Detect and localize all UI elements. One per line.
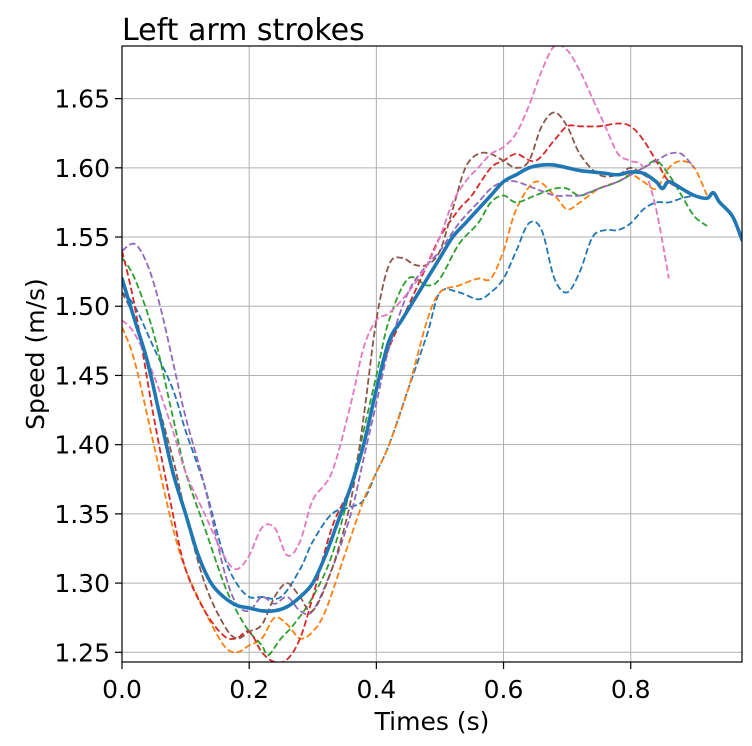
- y-tick-label: 1.40: [54, 431, 110, 460]
- series-line-1: [122, 194, 695, 600]
- y-axis-ticks: 1.25 1.30 1.35 1.40 1.45 1.50 1.55 1.60 1.65: [54, 85, 122, 667]
- series-line-7: [122, 46, 670, 571]
- y-tick-label: 1.30: [54, 569, 110, 598]
- y-tick-label: 1.60: [54, 154, 110, 183]
- x-tick-label: 0.4: [356, 675, 396, 704]
- y-tick-label: 1.55: [54, 223, 110, 252]
- x-axis-label: Times (s): [374, 707, 490, 736]
- mean-series-line: [122, 162, 742, 614]
- series-layer: [122, 46, 742, 662]
- y-tick-label: 1.25: [54, 638, 110, 667]
- x-tick-label: 0.8: [611, 675, 651, 704]
- chart-title: Left arm strokes: [122, 13, 365, 48]
- y-tick-label: 1.45: [54, 361, 110, 390]
- plot-frame: [121, 45, 743, 663]
- series-line-6: [122, 111, 657, 640]
- series-line-3: [122, 159, 708, 657]
- y-tick-label: 1.35: [54, 500, 110, 529]
- x-tick-label: 0.2: [229, 675, 269, 704]
- x-tick-label: 0.6: [484, 675, 524, 704]
- x-axis-ticks: 0.0 0.2 0.4 0.6 0.8: [102, 662, 651, 704]
- y-axis-label: Speed (m/s): [21, 278, 50, 430]
- y-tick-label: 1.65: [54, 85, 110, 114]
- x-tick-label: 0.0: [102, 675, 142, 704]
- y-tick-label: 1.50: [54, 292, 110, 321]
